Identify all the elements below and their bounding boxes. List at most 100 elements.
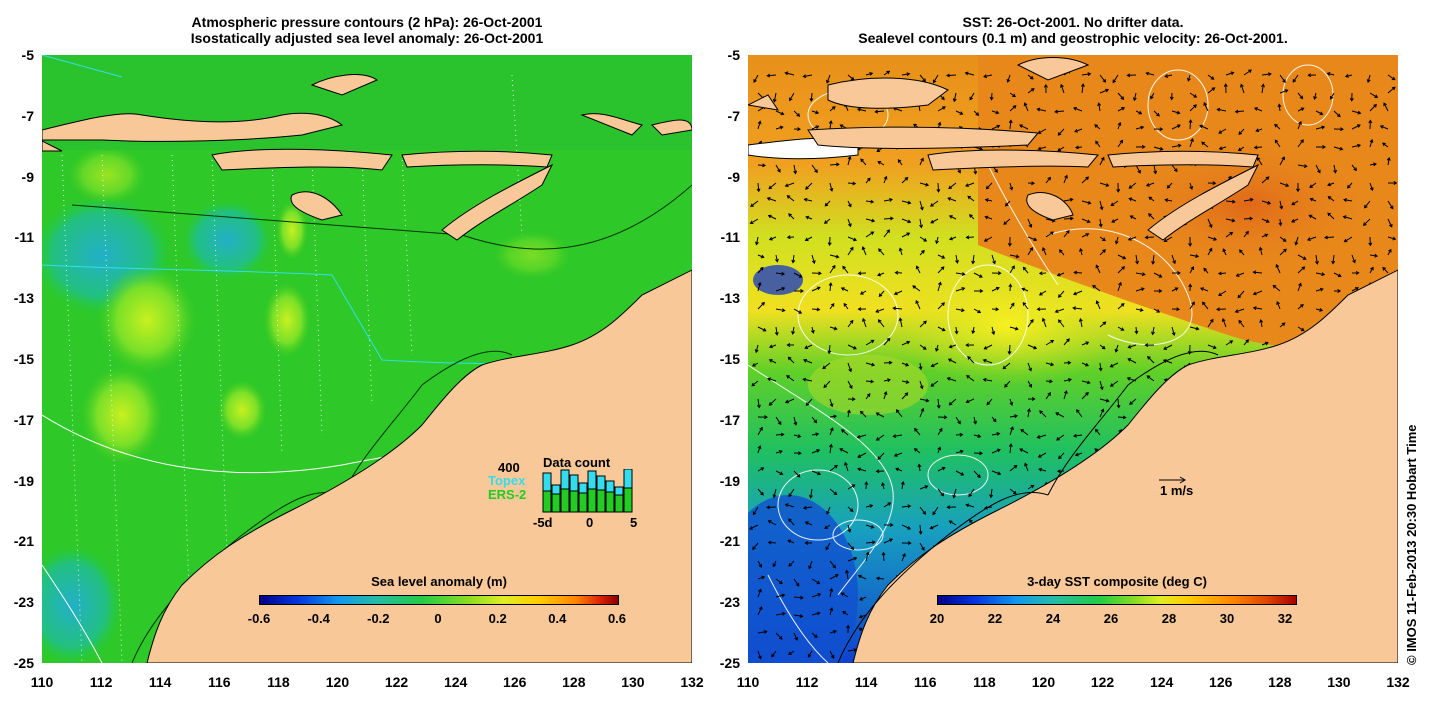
velocity-arrow bbox=[843, 302, 849, 310]
velocity-arrow bbox=[1333, 164, 1338, 174]
velocity-arrow bbox=[935, 344, 939, 352]
velocity-arrow bbox=[859, 596, 867, 601]
velocity-arrow bbox=[767, 540, 777, 545]
velocity-arrow bbox=[948, 398, 957, 406]
velocity-arrow bbox=[973, 308, 982, 314]
velocity-arrow bbox=[829, 488, 838, 496]
velocity-arrow bbox=[840, 592, 849, 598]
velocity-arrow bbox=[1279, 89, 1289, 94]
velocity-arrow bbox=[1117, 281, 1122, 292]
velocity-arrow bbox=[1116, 182, 1121, 193]
velocity-arrow bbox=[1153, 146, 1164, 151]
velocity-arrow bbox=[825, 542, 831, 551]
velocity-arrow bbox=[913, 448, 921, 454]
velocity-arrow bbox=[1207, 74, 1215, 80]
colorbar-tick-label: 22 bbox=[987, 611, 1003, 626]
velocity-arrow bbox=[881, 551, 886, 562]
velocity-arrow bbox=[1187, 74, 1191, 82]
velocity-arrow bbox=[894, 270, 903, 275]
velocity-arrow bbox=[786, 375, 795, 382]
velocity-arrow bbox=[1308, 214, 1317, 220]
velocity-arrow bbox=[811, 578, 821, 585]
velocity-arrow bbox=[1144, 235, 1155, 240]
velocity-arrow bbox=[955, 449, 964, 454]
velocity-arrow bbox=[865, 362, 876, 367]
anomaly-blob bbox=[182, 200, 272, 280]
velocity-arrow bbox=[793, 127, 801, 132]
axis-tick-label: 118 bbox=[267, 674, 290, 690]
velocity-arrow bbox=[919, 398, 930, 403]
velocity-arrow bbox=[1351, 254, 1356, 264]
velocity-arrow bbox=[1296, 182, 1300, 193]
velocity-arrow bbox=[1153, 110, 1160, 117]
velocity-arrow bbox=[937, 106, 946, 112]
velocity-arrow bbox=[767, 520, 777, 526]
sst-map[interactable] bbox=[748, 55, 1398, 663]
velocity-arrow bbox=[991, 286, 1000, 292]
velocity-arrow bbox=[1004, 200, 1011, 207]
velocity-arrow bbox=[930, 362, 939, 368]
velocity-arrow bbox=[827, 236, 832, 247]
velocity-arrow bbox=[1027, 362, 1032, 372]
velocity-arrow bbox=[1261, 72, 1272, 77]
velocity-arrow bbox=[1369, 138, 1374, 148]
velocity-arrow bbox=[1022, 301, 1029, 310]
velocity-arrow bbox=[919, 236, 928, 242]
velocity-arrow bbox=[1045, 231, 1054, 238]
anomaly-blob bbox=[217, 380, 267, 440]
velocity-arrow bbox=[1079, 247, 1083, 256]
velocity-arrow bbox=[757, 606, 763, 616]
velocity-arrow bbox=[811, 110, 820, 115]
velocity-arrow bbox=[1368, 236, 1373, 247]
axis-tick-label: -21 bbox=[719, 533, 740, 550]
velocity-arrow bbox=[883, 216, 894, 221]
data-count-topex: Topex bbox=[488, 473, 526, 488]
velocity-arrow bbox=[775, 110, 785, 116]
velocity-arrow bbox=[791, 326, 796, 335]
velocity-arrow bbox=[1058, 249, 1065, 256]
velocity-arrow bbox=[847, 181, 857, 186]
velocity-arrow bbox=[932, 74, 939, 84]
velocity-arrow bbox=[946, 505, 957, 510]
velocity-arrow bbox=[861, 246, 867, 256]
velocity-arrow bbox=[775, 164, 781, 173]
axis-tick-label: 110 bbox=[736, 674, 760, 690]
velocity-arrow bbox=[757, 326, 767, 332]
velocity-arrow bbox=[1008, 119, 1013, 130]
velocity-arrow bbox=[1111, 218, 1119, 223]
velocity-arrow bbox=[1217, 271, 1227, 276]
velocity-arrow bbox=[1188, 119, 1193, 130]
velocity-arrow bbox=[856, 434, 867, 439]
data-count-histogram bbox=[542, 469, 634, 513]
velocity-arrow bbox=[1095, 300, 1101, 310]
velocity-arrow bbox=[1153, 288, 1163, 293]
velocity-arrow bbox=[1004, 380, 1011, 388]
velocity-arrow bbox=[757, 163, 767, 168]
velocity-arrow bbox=[991, 124, 1001, 130]
velocity-arrow bbox=[986, 398, 993, 406]
velocity-arrow bbox=[964, 182, 975, 188]
velocity-arrow bbox=[766, 73, 777, 78]
sst-colorbar bbox=[937, 595, 1297, 605]
velocity-arrow bbox=[1225, 340, 1234, 346]
velocity-arrow bbox=[878, 248, 885, 256]
colorbar-tick-label: 26 bbox=[1103, 611, 1119, 626]
velocity-arrow bbox=[1098, 362, 1103, 372]
velocity-arrow bbox=[1379, 125, 1389, 130]
colorbar-tick-label: -0.6 bbox=[247, 611, 271, 626]
velocity-arrow bbox=[973, 434, 982, 438]
sea-level-anomaly-map[interactable] bbox=[42, 55, 692, 663]
velocity-arrow bbox=[1145, 182, 1155, 187]
velocity-arrow bbox=[1036, 434, 1047, 439]
velocity-arrow bbox=[1109, 362, 1119, 368]
velocity-arrow bbox=[751, 362, 759, 367]
velocity-arrow bbox=[1344, 74, 1353, 78]
velocity-arrow bbox=[1252, 290, 1263, 296]
velocity-arrow bbox=[892, 434, 903, 439]
velocity-arrow bbox=[860, 158, 867, 166]
velocity-arrow bbox=[811, 164, 818, 174]
velocity-arrow bbox=[937, 266, 945, 274]
velocity-arrow bbox=[1164, 198, 1173, 203]
velocity-arrow bbox=[948, 236, 957, 241]
velocity-arrow bbox=[965, 343, 975, 348]
